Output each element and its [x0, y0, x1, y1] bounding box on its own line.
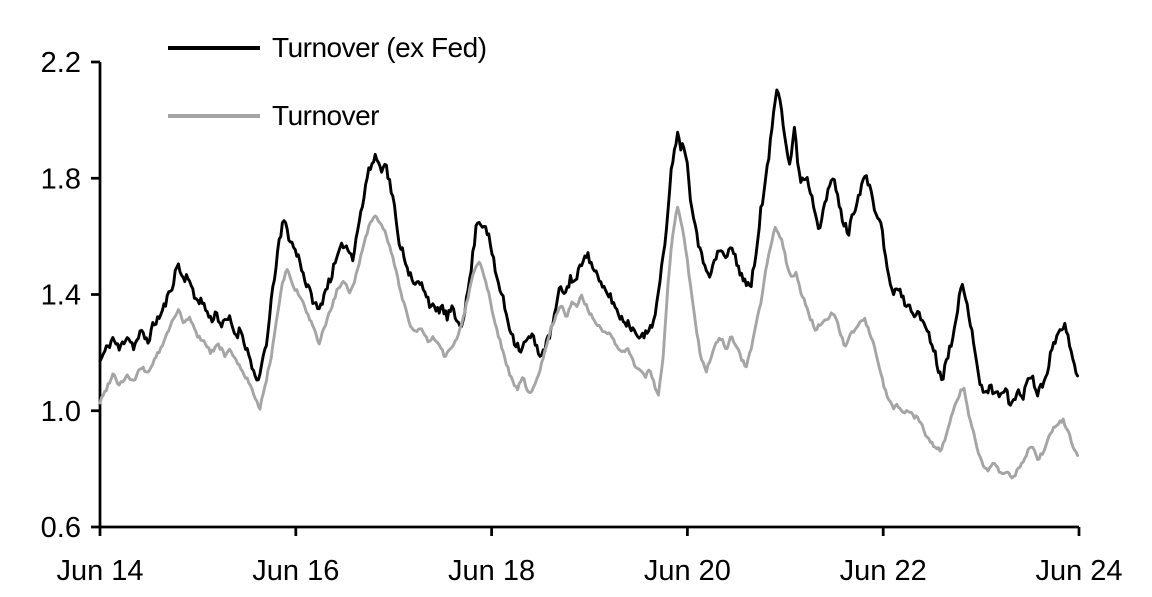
- legend-line-sample-black: [168, 46, 260, 50]
- y-tick-label: 1.4: [41, 280, 81, 312]
- x-tick-label: Jun 14: [56, 555, 143, 587]
- x-tick-label: Jun 24: [1035, 555, 1122, 587]
- series-line-turnover-ex-fed: [98, 88, 1080, 407]
- y-tick-label: 2.2: [41, 47, 81, 79]
- legend-item-turnover: Turnover: [168, 100, 380, 132]
- legend-label-turnover-ex-fed: Turnover (ex Fed): [272, 32, 487, 63]
- y-tick-label: 0.6: [41, 512, 81, 544]
- y-tick-label: 1.0: [41, 396, 81, 428]
- legend-line-sample-gray: [168, 114, 260, 118]
- y-tick-label: 1.8: [41, 163, 81, 195]
- x-tick-label: Jun 22: [840, 555, 927, 587]
- x-tick-label: Jun 18: [448, 555, 535, 587]
- series-line-turnover: [98, 205, 1080, 480]
- x-tick-label: Jun 16: [252, 555, 339, 587]
- legend-label-turnover: Turnover: [272, 100, 380, 131]
- x-tick-label: Jun 20: [644, 555, 731, 587]
- legend-item-turnover-ex-fed: Turnover (ex Fed): [168, 32, 487, 64]
